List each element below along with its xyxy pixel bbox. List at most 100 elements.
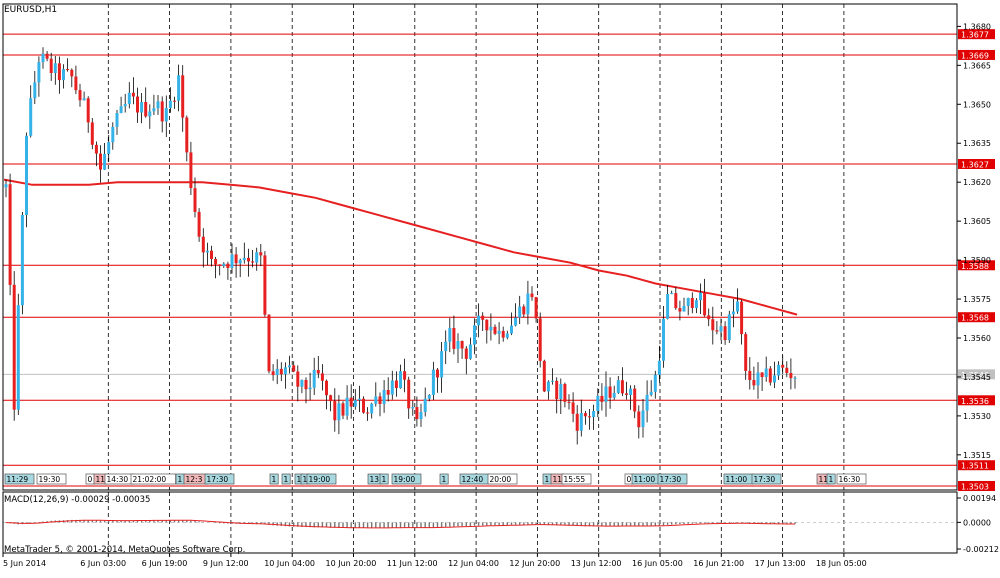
candle-bear bbox=[501, 330, 505, 338]
candle-bear bbox=[234, 254, 238, 264]
macd-signal-line bbox=[5, 519, 795, 529]
time-axis-label: 9 Jun 12:00 bbox=[203, 559, 249, 568]
price-axis-label: 1.3680 bbox=[963, 22, 991, 31]
time-axis-label: 5 Jun 2014 bbox=[3, 559, 46, 568]
time-axis-label: 16 Jun 21:00 bbox=[693, 559, 744, 568]
candle-bear bbox=[575, 413, 579, 431]
candle-bull bbox=[345, 397, 349, 416]
candle-bear bbox=[703, 292, 707, 316]
candle-bear bbox=[86, 98, 90, 123]
price-axis-label: 1.3665 bbox=[963, 61, 991, 70]
candle-bull bbox=[156, 101, 160, 109]
level-price-label: 1.3536 bbox=[961, 397, 989, 406]
candle-bull bbox=[62, 69, 65, 81]
event-flag bbox=[751, 473, 782, 485]
level-price-box bbox=[958, 460, 995, 471]
candle-bull bbox=[579, 413, 583, 431]
event-flag-label: 0 bbox=[88, 475, 93, 484]
event-flag-label: 1 bbox=[442, 475, 447, 484]
time-axis-label: 13 Jun 12:00 bbox=[571, 559, 622, 568]
candle-bear bbox=[608, 386, 612, 398]
candle-bear bbox=[625, 393, 628, 395]
candle-bear bbox=[329, 395, 333, 402]
candle-bear bbox=[740, 301, 744, 335]
candle-bear bbox=[263, 255, 267, 315]
price-axis-label: 1.3635 bbox=[963, 139, 991, 148]
candle-bear bbox=[711, 319, 715, 331]
candle-bear bbox=[481, 315, 485, 320]
candle-bear bbox=[201, 236, 205, 253]
candle-bear bbox=[394, 380, 398, 389]
candle-bear bbox=[542, 360, 546, 392]
candle-bear bbox=[752, 380, 756, 386]
candle-bear bbox=[341, 403, 345, 416]
event-flag bbox=[439, 473, 449, 485]
candle-bull bbox=[41, 53, 45, 63]
candle-bull bbox=[444, 341, 448, 352]
candle-bull bbox=[111, 126, 115, 143]
time-axis-label: 6 Jun 03:00 bbox=[80, 559, 126, 568]
candle-bull bbox=[497, 330, 501, 334]
copyright: MetaTrader 5, © 2001-2014, MetaQuotes So… bbox=[4, 545, 245, 555]
candle-bear bbox=[136, 96, 139, 113]
candle-bear bbox=[415, 407, 419, 420]
candle-bear bbox=[674, 293, 678, 309]
candle-bear bbox=[464, 348, 468, 359]
level-price-label: 1.3588 bbox=[961, 262, 989, 271]
macd-label: MACD(12,26,9) -0.00029 -0.00035 bbox=[4, 495, 150, 505]
candle-bear bbox=[296, 371, 300, 387]
candle-bull bbox=[477, 315, 481, 326]
candle-bear bbox=[588, 416, 591, 418]
moving-average-line bbox=[3, 178, 798, 316]
event-flag-label: 21:02:00 bbox=[133, 475, 167, 484]
candle-bull bbox=[793, 377, 797, 379]
event-flag bbox=[306, 473, 337, 485]
candle-bear bbox=[678, 308, 682, 312]
candle-bear bbox=[633, 388, 637, 412]
candle-bear bbox=[768, 368, 772, 383]
candle-bull bbox=[25, 135, 28, 215]
candle-bull bbox=[736, 301, 739, 312]
candle-bull bbox=[662, 318, 665, 361]
price-axis-label: 1.3650 bbox=[963, 100, 991, 109]
candle-bear bbox=[173, 100, 176, 102]
candle-bear bbox=[760, 372, 764, 378]
candle-bull bbox=[107, 142, 111, 154]
candle-bull bbox=[629, 388, 633, 395]
candle-bull bbox=[308, 387, 312, 390]
candle-bull bbox=[440, 351, 444, 378]
candle-bear bbox=[744, 334, 748, 371]
macd-axis-label: 0.00194 bbox=[963, 494, 996, 503]
event-flag-label: 1 bbox=[297, 475, 302, 484]
candle-bull bbox=[37, 62, 41, 83]
time-axis-label: 17 Jun 13:00 bbox=[755, 559, 806, 568]
candle-bull bbox=[419, 412, 423, 420]
level-price-box bbox=[958, 481, 995, 491]
candle-bull bbox=[370, 403, 374, 414]
candle-bear bbox=[45, 53, 49, 59]
time-axis-label: 12 Jun 04:00 bbox=[448, 559, 499, 568]
candle-bull bbox=[686, 298, 690, 306]
candle-bull bbox=[312, 370, 316, 388]
candle-bull bbox=[115, 113, 119, 127]
candle-bear bbox=[563, 384, 567, 402]
event-flag-label: 16:30 bbox=[839, 475, 861, 484]
price-axis-label: 1.3590 bbox=[963, 256, 991, 265]
candle-bear bbox=[197, 211, 201, 237]
event-flag bbox=[130, 473, 176, 485]
level-price-label: 1.3669 bbox=[961, 51, 989, 60]
candle-bear bbox=[316, 370, 320, 374]
candle-bull bbox=[283, 367, 287, 375]
candle-bull bbox=[168, 100, 172, 108]
candle-bear bbox=[74, 76, 78, 91]
level-price-label: 1.3503 bbox=[961, 483, 989, 492]
candle-bull bbox=[489, 326, 493, 331]
time-axis-label: 18 Jun 05:00 bbox=[816, 559, 867, 568]
candle-bull bbox=[727, 314, 731, 341]
level-price-label: 1.3568 bbox=[961, 314, 989, 323]
candle-bull bbox=[448, 328, 452, 342]
event-flag-label: 1 bbox=[303, 475, 308, 484]
candle-bear bbox=[781, 364, 785, 368]
event-flag bbox=[561, 473, 592, 485]
